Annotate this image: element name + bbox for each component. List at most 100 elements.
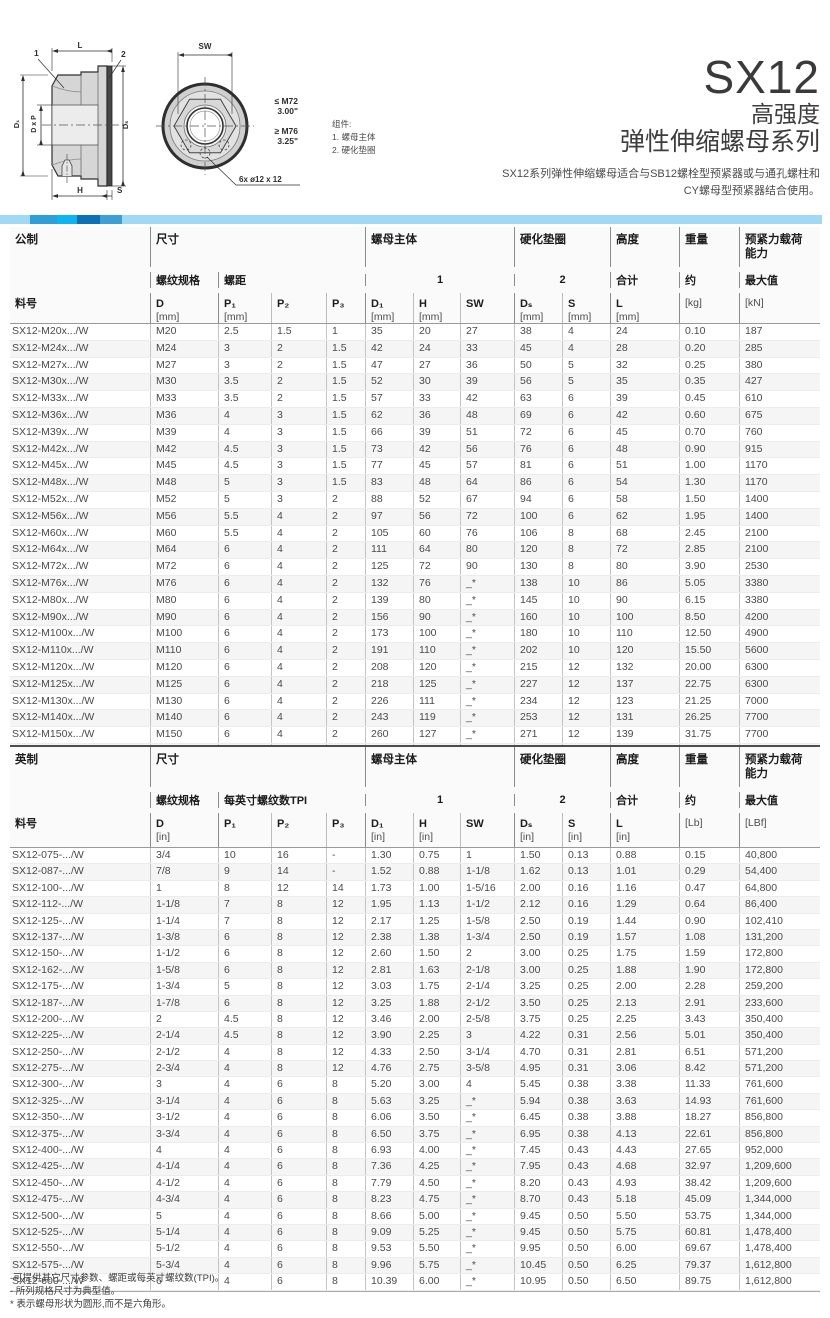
table-cell: 2.81 (610, 1044, 679, 1061)
table-cell: _* (460, 592, 514, 609)
imperial-system-label: 英制 (15, 754, 38, 766)
column-header: SW (460, 293, 514, 323)
table-cell: SX12-M27x.../W (12, 358, 89, 371)
column-header: P₂ (271, 813, 326, 847)
table-cell: 89.75 (679, 1274, 739, 1290)
table-cell: 1,344,000 (739, 1192, 820, 1208)
table-cell: 1.00 (413, 880, 460, 897)
table-cell: 66 (365, 424, 413, 441)
table-cell: _* (460, 1093, 514, 1110)
table-cell: 12 (271, 880, 326, 897)
table-cell: 5.50 (413, 1241, 460, 1257)
table-cell: 6.15 (679, 592, 739, 609)
product-subtitle-1: 高强度 (751, 100, 820, 127)
table-cell: SX12-M33x.../W (12, 392, 89, 405)
table-cell: 4 (218, 1257, 271, 1274)
table-cell: SX12-M64x.../W (12, 543, 89, 556)
table-cell: 4 (218, 1126, 271, 1143)
table-cell: 4.70 (514, 1044, 562, 1061)
table-cell: _* (460, 659, 514, 676)
table-row: SX12-300-.../W 3 4 6 8 5.20 3.00 4 5.45 0.38 3.38 1… (10, 1077, 820, 1094)
table-cell: 6 (218, 946, 271, 962)
table-cell: 62 (610, 508, 679, 525)
table-cell: 3-5/8 (460, 1061, 514, 1077)
table-cell: 111 (365, 542, 413, 559)
table-cell: 1.44 (610, 913, 679, 929)
table-cell: 4200 (739, 609, 820, 626)
table-cell: 208 (365, 659, 413, 676)
column-header: P₂ (271, 293, 326, 323)
table-cell: 2-1/8 (460, 962, 514, 979)
table-row: SX12-175-.../W 1-3/4 5 8 12 3.03 1.75 2-1/4 3.25… (10, 979, 820, 996)
table-cell: 35 (610, 374, 679, 391)
table-cell: 0.25 (562, 979, 610, 995)
table-cell: 7.45 (514, 1143, 562, 1159)
table-cell: 5.75 (413, 1257, 460, 1274)
table-row: SX12-M140x.../W M140 6 4 2 243 119 _* 253 12 131 26… (10, 710, 820, 728)
table-cell: 1170 (739, 458, 820, 475)
table-cell: 5 (150, 1208, 218, 1224)
table-cell: 12 (562, 727, 610, 743)
table-cell: 6.50 (610, 1274, 679, 1290)
group-weight: 重量 (679, 227, 739, 267)
table-cell: 0.31 (562, 1044, 610, 1061)
table-cell: SX12-M100x.../W (12, 627, 95, 640)
table-cell: M150 (150, 727, 218, 743)
table-cell: 2 (326, 542, 365, 559)
table-cell: 33 (413, 391, 460, 407)
table-cell: 0.60 (679, 407, 739, 424)
table-cell: 1.5 (326, 374, 365, 391)
table-cell: 172,800 (739, 962, 820, 979)
table-cell: 4.13 (610, 1126, 679, 1143)
table-cell: 36 (413, 407, 460, 424)
table-cell: 2-1/2 (460, 995, 514, 1011)
group-height: 高度 (610, 227, 679, 267)
table-cell: M36 (150, 407, 218, 424)
table-cell: 8 (562, 542, 610, 559)
size-note-2-in: 3.25" (277, 136, 298, 146)
table-cell: 100 (514, 508, 562, 525)
table-row: SX12-162-.../W 1-5/8 6 8 12 2.81 1.63 2-1/8 3.00… (10, 962, 820, 980)
table-row: SX12-M64x.../W M64 6 4 2 111 64 80 120 8 72 2.85 210… (10, 542, 820, 560)
table-cell: 76 (514, 441, 562, 458)
table-cell: 191 (365, 643, 413, 659)
table-cell: 8.23 (365, 1192, 413, 1208)
table-cell: 761,600 (739, 1093, 820, 1110)
table-cell: 64,800 (739, 880, 820, 897)
column-header: S [in] (562, 813, 610, 847)
accent-bar (0, 215, 822, 224)
group-preload: 预紧力载荷 能力 (739, 227, 820, 267)
column-header: Dₛ [mm] (514, 293, 562, 323)
table-cell: 6 (218, 995, 271, 1011)
table-cell: 38.42 (679, 1175, 739, 1192)
table-cell: 350,400 (739, 1011, 820, 1028)
table-cell: 1,209,600 (739, 1159, 820, 1175)
table-cell: 1 (326, 324, 365, 340)
column-header: [kg] (679, 293, 739, 323)
table-cell: 8 (326, 1159, 365, 1175)
table-cell: 2 (326, 525, 365, 542)
table-cell: 4 (271, 559, 326, 575)
table-cell: 5 (562, 357, 610, 374)
table-row: SX12-275-.../W 2-3/4 4 8 12 4.76 2.75 3-5/8 4.95… (10, 1061, 820, 1078)
table-row: SX12-M45x.../W M45 4.5 3 1.5 77 45 57 81 6 51 1.00 1… (10, 458, 820, 476)
table-cell: 12 (326, 897, 365, 913)
table-cell: 5.5 (218, 508, 271, 525)
column-header: [LBf] (739, 813, 820, 847)
table-cell: 3.38 (610, 1077, 679, 1093)
table-cell: 227 (514, 676, 562, 693)
table-cell: SX12-125-.../W (12, 914, 84, 927)
table-cell: 380 (739, 357, 820, 374)
table-cell: 226 (365, 693, 413, 710)
table-cell: 8 (562, 559, 610, 575)
holes-note: 6x ø12 x 12 (239, 175, 282, 184)
table-cell: SX12-525-.../W (12, 1225, 84, 1238)
table-cell: 760 (739, 424, 820, 441)
title-block: SX12 高强度 弹性伸缩螺母系列 SX12系列弹性伸缩螺母适合与SB12螺栓型… (502, 54, 820, 199)
column-header: 料号 (15, 818, 37, 830)
table-cell: 22.61 (679, 1126, 739, 1143)
table-cell: 12 (326, 929, 365, 946)
group-dimensions: 尺寸 (150, 227, 365, 267)
table-cell: 4 (271, 592, 326, 609)
table-cell: 6 (562, 458, 610, 475)
